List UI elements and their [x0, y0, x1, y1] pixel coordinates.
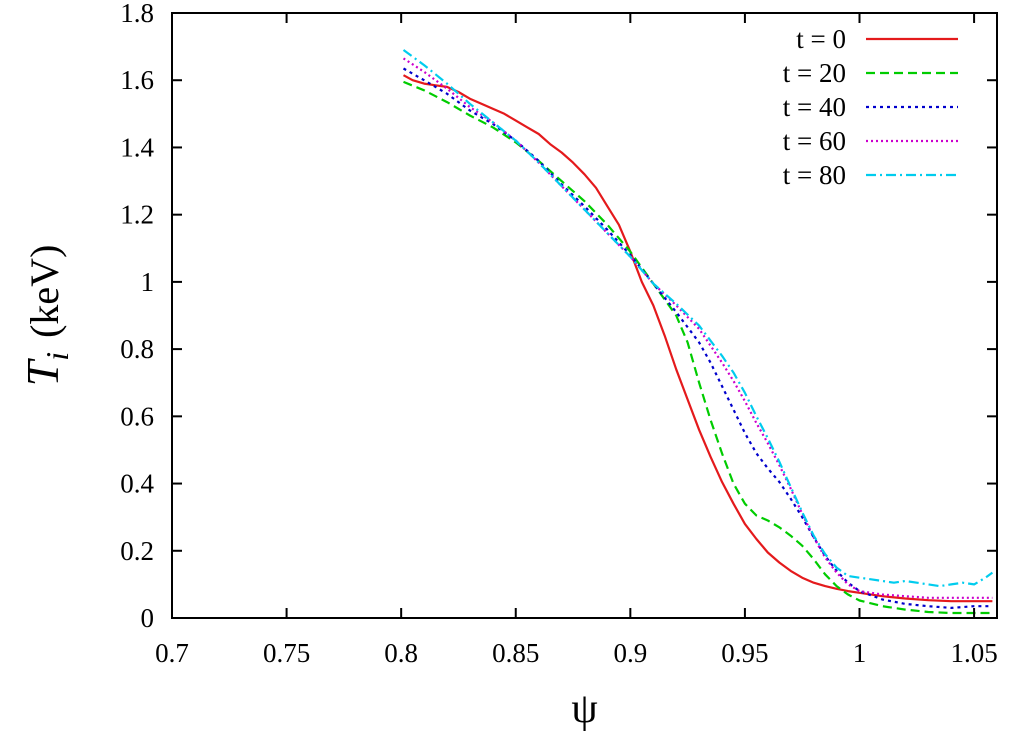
y-tick-label: 0.8: [120, 334, 154, 364]
y-tick-label: 1.4: [120, 132, 154, 162]
plot-frame: [171, 12, 998, 619]
y-axis-symbol: T: [17, 357, 68, 386]
legend-label-0: t = 0: [796, 24, 846, 54]
y-tick-label: 0.4: [120, 469, 154, 499]
legend-label-2: t = 40: [783, 92, 846, 122]
series-layer: [402, 49, 994, 615]
x-tick-label: 0.7: [155, 638, 189, 668]
series-line-1: [403, 80, 993, 615]
ticks-layer: 0.7 0.75 0.8 0.85 0.9 0.95 1 1.05 0 0.2 0.4 0.6 0.8 1…: [120, 0, 997, 668]
y-axis-unit: (keV): [22, 245, 67, 338]
y-tick-label: 1.2: [120, 200, 154, 230]
x-tick-label: 0.8: [384, 638, 418, 668]
series-line-3: [402, 57, 993, 599]
y-axis-subscript: i: [39, 352, 75, 361]
legend-label-3: t = 60: [783, 126, 846, 156]
y-tick-label: 1.8: [120, 0, 154, 28]
x-tick-label: 0.85: [492, 638, 539, 668]
series-line-0: [402, 74, 993, 603]
legend-label-1: t = 20: [783, 58, 846, 88]
x-tick-label: 1.05: [950, 638, 997, 668]
legend: t = 0 t = 20 t = 40 t = 60 t = 80: [783, 24, 958, 190]
y-tick-label: 1.6: [120, 65, 154, 95]
y-axis-title: Ti (keV): [17, 245, 75, 387]
x-tick-label: 1: [853, 638, 867, 668]
series-line-4: [402, 49, 994, 588]
y-tick-label: 0.2: [120, 536, 154, 566]
y-tick-label: 0: [141, 603, 155, 633]
x-axis-title: ψ: [571, 686, 597, 732]
x-tick-label: 0.75: [263, 638, 310, 668]
y-tick-label: 1: [141, 267, 155, 297]
x-tick-label: 0.95: [721, 638, 768, 668]
y-tick-label: 0.6: [120, 401, 154, 431]
x-tick-label: 0.9: [613, 638, 647, 668]
legend-label-4: t = 80: [783, 160, 846, 190]
series-line-2: [402, 67, 993, 610]
